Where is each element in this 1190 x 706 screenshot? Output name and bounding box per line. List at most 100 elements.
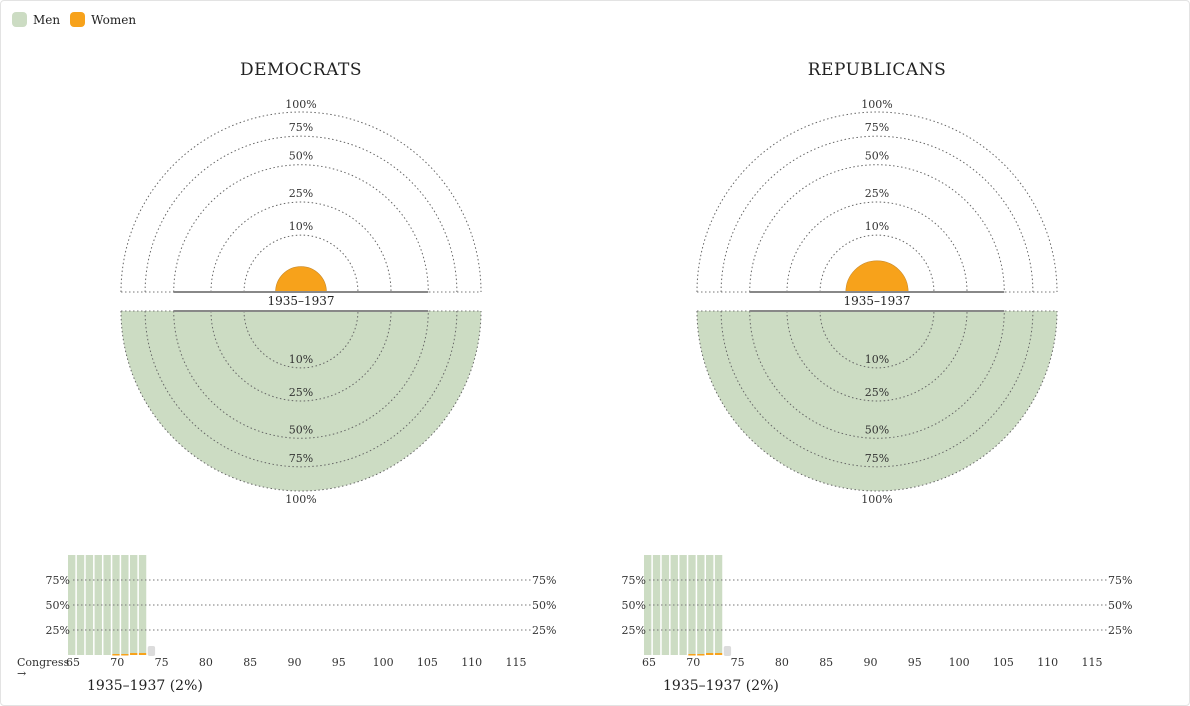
ring-label-top-1: 75% — [865, 121, 889, 134]
x-tick-75: 75 — [731, 656, 745, 669]
men-bar-69 — [679, 555, 687, 655]
democrats-caption: 1935–1937 (2%) — [87, 678, 203, 694]
men-bar-73 — [138, 555, 147, 653]
x-axis-label-line1: Congress — [17, 656, 70, 669]
ring-bottom-3 — [210, 310, 392, 402]
ring-label-top-0: 100% — [285, 98, 316, 111]
women-bar-70 — [112, 654, 120, 656]
democrats-timeline-chart[interactable]: 75% 75% 50% 50% 25% 25% 65 70 75 80 85 90 95 100 105 11… — [10, 548, 570, 680]
session-label: 1935–1937 — [267, 294, 334, 308]
ring-top-1 — [144, 135, 458, 293]
ring-top-2 — [173, 164, 429, 293]
y-tick-left-0: 75% — [46, 574, 70, 587]
ring-top-4 — [819, 234, 935, 293]
x-tick-85: 85 — [819, 656, 833, 669]
legend-item-women[interactable]: Women — [70, 12, 136, 27]
y-tick-right-2: 25% — [1108, 624, 1132, 637]
ring-top-1 — [720, 135, 1034, 293]
x-tick-70: 70 — [686, 656, 700, 669]
x-tick-70: 70 — [110, 656, 124, 669]
men-swatch — [12, 12, 27, 27]
ring-label-bottom-1: 75% — [289, 452, 313, 465]
y-tick-right-1: 50% — [532, 599, 556, 612]
ring-label-top-3: 25% — [289, 187, 313, 200]
ring-label-top-3: 25% — [865, 187, 889, 200]
ring-label-bottom-0: 100% — [861, 493, 892, 506]
legend: Men Women — [12, 12, 136, 27]
women-bar-73 — [138, 653, 147, 655]
session-label: 1935–1937 — [843, 294, 910, 308]
ring-label-top-2: 50% — [289, 150, 313, 163]
women-swatch — [70, 12, 86, 27]
ring-bottom-2 — [173, 310, 429, 439]
x-tick-110: 110 — [461, 656, 482, 669]
ring-label-bottom-4: 10% — [289, 353, 313, 366]
men-bar-73 — [714, 555, 723, 653]
men-bar-66 — [76, 555, 85, 655]
x-tick-90: 90 — [288, 656, 302, 669]
ring-bottom-4 — [819, 310, 935, 369]
x-tick-115: 115 — [506, 656, 527, 669]
men-bar-69 — [103, 555, 111, 655]
x-tick-110: 110 — [1037, 656, 1058, 669]
men-bar-72 — [706, 555, 714, 653]
ring-label-bottom-3: 25% — [289, 386, 313, 399]
women-bar-71 — [121, 654, 129, 656]
x-tick-80: 80 — [199, 656, 213, 669]
x-tick-85: 85 — [243, 656, 257, 669]
men-bar-66 — [652, 555, 661, 655]
ring-top-3 — [210, 201, 392, 293]
republicans-caption: 1935–1937 (2%) — [663, 678, 779, 694]
men-bar-71 — [121, 555, 129, 654]
y-tick-left-2: 25% — [622, 624, 646, 637]
men-bar-71 — [697, 555, 705, 654]
x-tick-65: 65 — [66, 656, 80, 669]
y-tick-right-0: 75% — [1108, 574, 1132, 587]
x-tick-100: 100 — [373, 656, 394, 669]
men-bar-70 — [112, 555, 120, 654]
ring-label-bottom-0: 100% — [285, 493, 316, 506]
legend-item-men[interactable]: Men — [12, 12, 60, 27]
ring-label-bottom-1: 75% — [865, 452, 889, 465]
democrats-semicircle-chart[interactable]: 100% 100% 75% 75% 50% 50% 25% 25% 10% 10% 1935–193… — [101, 90, 501, 510]
y-tick-left-0: 75% — [622, 574, 646, 587]
ring-bottom-2 — [749, 310, 1005, 439]
x-tick-115: 115 — [1082, 656, 1103, 669]
x-tick-95: 95 — [332, 656, 346, 669]
x-tick-100: 100 — [949, 656, 970, 669]
ring-label-bottom-3: 25% — [865, 386, 889, 399]
y-tick-right-1: 50% — [1108, 599, 1132, 612]
y-tick-right-0: 75% — [532, 574, 556, 587]
y-tick-left-1: 50% — [622, 599, 646, 612]
ring-label-top-4: 10% — [289, 220, 313, 233]
x-axis-label-arrow: → — [17, 667, 26, 680]
ring-top-4 — [243, 234, 359, 293]
women-bar-72 — [130, 653, 138, 655]
y-tick-left-2: 25% — [46, 624, 70, 637]
x-tick-65: 65 — [642, 656, 656, 669]
women-bar-72 — [706, 653, 714, 655]
y-tick-right-2: 25% — [532, 624, 556, 637]
panel-title-democrats: DEMOCRATS — [239, 60, 363, 80]
ring-label-bottom-2: 50% — [289, 423, 313, 436]
ring-label-top-4: 10% — [865, 220, 889, 233]
men-bar-72 — [130, 555, 138, 653]
ring-label-bottom-4: 10% — [865, 353, 889, 366]
women-bar-70 — [688, 654, 696, 656]
women-bar-71 — [697, 654, 705, 656]
republicans-semicircle-chart[interactable]: 100% 100% 75% 75% 50% 50% 25% 25% 10% 10% 1935–193… — [677, 90, 1077, 510]
ring-bottom-1 — [720, 310, 1034, 468]
ring-bottom-1 — [144, 310, 458, 468]
selected-congress-marker-74 — [147, 646, 156, 656]
ring-top-3 — [786, 201, 968, 293]
legend-men-label: Men — [33, 12, 61, 27]
republicans-timeline-chart[interactable]: 75% 75% 50% 50% 25% 25% 65 70 75 80 85 90 95 100 105 11… — [586, 548, 1146, 678]
women-share-area — [275, 266, 327, 293]
ring-label-top-2: 50% — [865, 150, 889, 163]
ring-top-2 — [749, 164, 1005, 293]
men-bar-70 — [688, 555, 696, 654]
men-bar-65 — [68, 555, 76, 655]
women-bar-73 — [714, 653, 723, 655]
legend-women-label: Women — [91, 12, 137, 27]
ring-bottom-4 — [243, 310, 359, 369]
